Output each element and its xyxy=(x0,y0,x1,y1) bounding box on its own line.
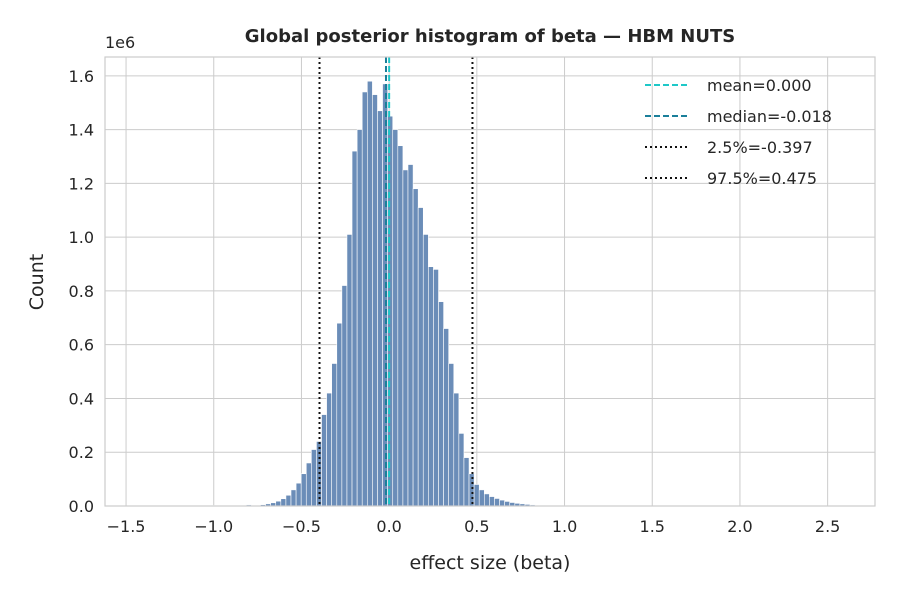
histogram-bar xyxy=(504,501,511,507)
x-tick-label: 2.0 xyxy=(727,517,752,536)
y-tick-label: 1.4 xyxy=(69,121,94,140)
y-tick-label: 0.6 xyxy=(69,336,94,355)
histogram-bar xyxy=(346,234,353,507)
y-tick-label: 1.6 xyxy=(69,67,94,86)
histogram-bar xyxy=(275,500,282,507)
histogram-bar xyxy=(463,457,470,507)
histogram-bar xyxy=(295,482,302,507)
y-axis-label: Count xyxy=(26,254,48,310)
histogram-bar xyxy=(483,493,490,507)
histogram-bar xyxy=(443,328,450,507)
x-tick-label: 2.5 xyxy=(815,517,840,536)
histogram-bar xyxy=(489,496,495,507)
histogram-bar xyxy=(412,188,419,507)
y-tick-label: 0.2 xyxy=(69,443,94,462)
histogram-bar xyxy=(473,484,480,507)
x-tick-label: 0.5 xyxy=(464,517,489,536)
legend-label: median=-0.018 xyxy=(707,107,832,126)
legend-label: 97.5%=0.475 xyxy=(707,169,817,188)
histogram-bar xyxy=(453,392,460,507)
x-axis-label: effect size (beta) xyxy=(410,552,571,574)
legend: mean=0.000 median=-0.018 2.5%=-0.397 97.5%=… xyxy=(645,76,832,188)
x-tick-labels: −1.5 −1.0 −0.5 0.0 0.5 1.0 1.5 2.0 2.5 xyxy=(107,517,841,536)
histogram-bar xyxy=(351,150,358,507)
histogram-bar xyxy=(402,169,409,507)
histogram-bar xyxy=(372,94,378,507)
y-tick-labels: 0.0 0.2 0.4 0.6 0.8 1.0 1.2 1.4 1.6 xyxy=(69,67,94,516)
histogram-bar xyxy=(494,498,500,507)
histogram-bars xyxy=(175,80,621,507)
histogram-bar xyxy=(499,499,505,507)
histogram-bar xyxy=(478,489,485,507)
histogram-bar xyxy=(311,449,317,507)
chart-title: Global posterior histogram of beta — HBM… xyxy=(245,26,735,47)
histogram-bar xyxy=(433,269,439,507)
histogram-bar xyxy=(448,363,455,507)
x-tick-label: −1.0 xyxy=(194,517,233,536)
histogram-bar xyxy=(326,392,333,507)
histogram-bar xyxy=(422,234,429,507)
y-tick-label: 0.4 xyxy=(69,389,94,408)
x-tick-label: 1.5 xyxy=(640,517,665,536)
histogram-bar xyxy=(285,494,292,507)
y-offset-label: 1e6 xyxy=(105,33,135,52)
reference-lines xyxy=(318,57,474,506)
x-tick-label: 1.0 xyxy=(552,517,577,536)
histogram-bar xyxy=(417,207,424,507)
histogram-bar xyxy=(377,110,383,507)
y-tick-label: 0.0 xyxy=(69,497,94,516)
histogram-bar xyxy=(290,489,297,507)
histogram-bar xyxy=(361,91,368,507)
y-tick-label: 1.0 xyxy=(69,228,94,247)
histogram-bar xyxy=(428,266,434,507)
grid xyxy=(105,57,875,507)
histogram-bar xyxy=(366,80,373,507)
legend-label: 2.5%=-0.397 xyxy=(707,138,813,157)
histogram-bar xyxy=(321,414,327,507)
histogram-bar xyxy=(341,285,348,507)
histogram-bar xyxy=(280,498,287,507)
histogram-bar xyxy=(397,145,404,507)
x-tick-label: −1.5 xyxy=(107,517,146,536)
x-tick-label: 0.0 xyxy=(376,517,401,536)
legend-label: mean=0.000 xyxy=(707,76,812,95)
histogram-bar xyxy=(356,129,363,507)
y-tick-label: 0.8 xyxy=(69,282,94,301)
histogram-bar xyxy=(458,433,465,507)
histogram-bar xyxy=(407,164,414,507)
histogram-bar xyxy=(336,322,343,507)
histogram-bar xyxy=(392,129,399,507)
histogram-bar xyxy=(331,363,338,507)
histogram-bar xyxy=(300,473,307,507)
x-tick-label: −0.5 xyxy=(282,517,321,536)
histogram-bar xyxy=(438,301,444,507)
y-tick-label: 1.2 xyxy=(69,174,94,193)
histogram-bar xyxy=(305,462,312,507)
plot-frame xyxy=(104,56,876,507)
